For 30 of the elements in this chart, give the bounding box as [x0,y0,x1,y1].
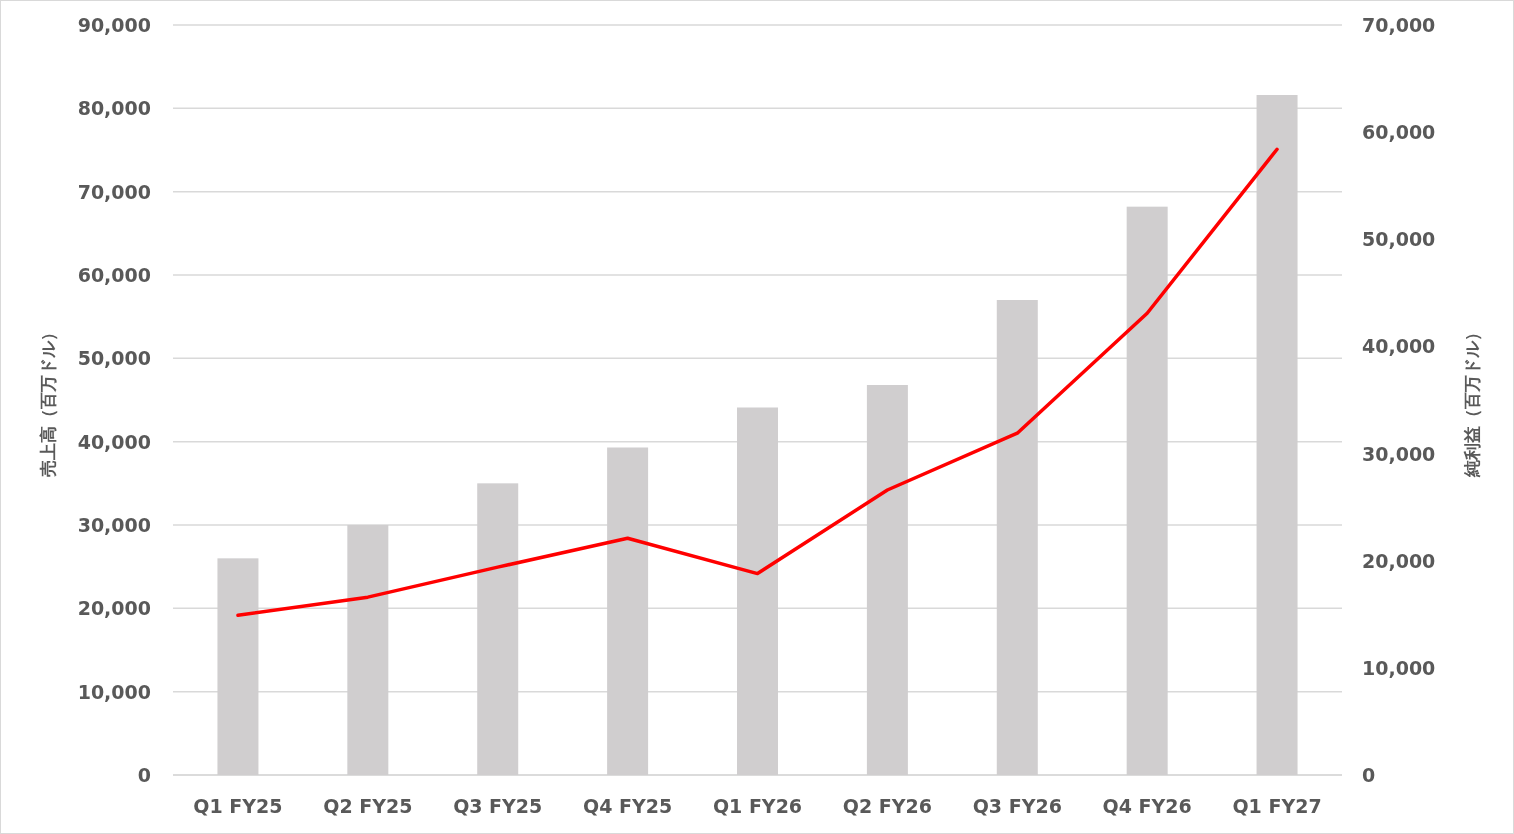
y-tick-label: 40,000 [77,430,151,453]
y-tick-label: 70,000 [77,180,151,203]
y2-tick-label: 20,000 [1362,549,1436,572]
y-tick-label: 80,000 [77,97,151,120]
y-tick-label: 60,000 [77,264,151,286]
x-tick-label: Q2 FY25 [323,795,413,817]
x-tick-label: Q1 FY27 [1232,795,1322,817]
x-tick-label: Q2 FY26 [842,795,932,817]
y-axis-title: 売上高（百万ドル） [38,323,58,477]
y2-tick-label: 0 [1362,764,1376,786]
x-tick-label: Q4 FY25 [583,795,673,817]
y2-tick-label: 70,000 [1362,14,1436,36]
x-tick-label: Q3 FY26 [972,795,1062,817]
x-tick-label: Q1 FY25 [193,795,283,817]
y-tick-label: 20,000 [77,597,151,620]
x-tick-label: Q1 FY26 [712,795,803,817]
y-tick-label: 0 [137,764,151,786]
x-tick-label: Q4 FY26 [1102,795,1192,817]
y2-tick-label: 30,000 [1362,442,1436,465]
y2-tick-label: 40,000 [1362,335,1436,358]
y2-tick-label: 50,000 [1362,228,1436,251]
line-series [236,147,1279,618]
x-tick-label: Q3 FY25 [453,795,543,817]
y2-axis-title: 純利益（百万ドル） [1462,323,1482,478]
y2-tick-label: 10,000 [1362,656,1436,679]
y-tick-label: 90,000 [77,14,151,36]
y-tick-label: 10,000 [77,680,151,703]
y2-tick-label: 60,000 [1362,121,1436,144]
y-tick-label: 50,000 [77,347,151,370]
y-tick-label: 30,000 [77,514,151,536]
